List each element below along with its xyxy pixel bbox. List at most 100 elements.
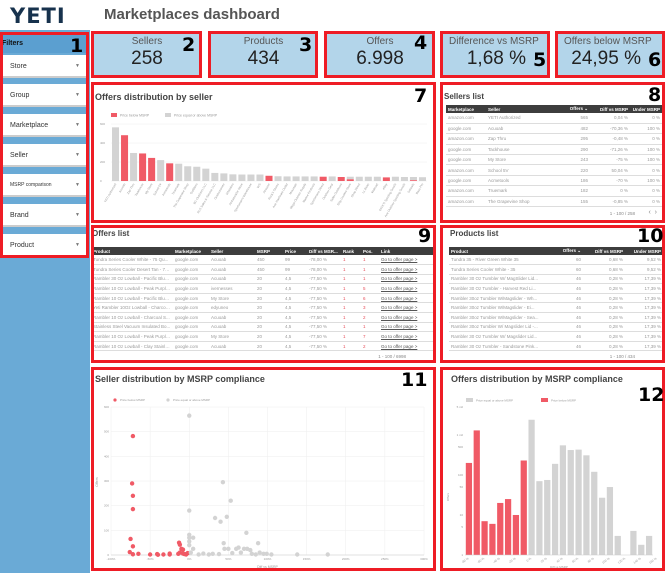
table-row[interactable]: Stainless Steel Vacuum Insulated Bo... go… (91, 322, 433, 333)
offer-link[interactable]: Go to offer page > (379, 283, 433, 294)
bar-above-msrp (130, 152, 138, 181)
column-header[interactable]: Pos. (361, 247, 379, 255)
filter-dropdown-store[interactable]: Store ▼ (2, 55, 86, 78)
offer-link[interactable]: Go to offer page > (379, 312, 433, 323)
table-cell: 295 (558, 133, 590, 145)
table-row[interactable]: Tundra Series Cooler White - 35 60 0,68 % 9… (449, 264, 663, 275)
x-tick-label: 60 % (571, 556, 579, 563)
table-cell: 1 (341, 283, 361, 294)
column-header[interactable]: MSRP (255, 247, 283, 255)
column-header[interactable]: Diff vs MSRP (583, 247, 625, 255)
filter-dropdown-brand[interactable]: Brand ▼ (2, 204, 86, 227)
x-tick-label: 50% (225, 557, 231, 561)
y-tick-label: 500 (104, 430, 109, 434)
offer-link[interactable]: Go to offer page > (379, 322, 433, 333)
table-cell: 155 (558, 196, 590, 208)
table-cell: Tundra Series Cooler White - 35 (449, 264, 553, 275)
column-header[interactable]: Product (91, 247, 173, 255)
annotation-number: 10 (637, 225, 664, 247)
column-header[interactable]: Seller (486, 105, 558, 113)
x-tick-label: 0% (187, 557, 192, 561)
column-header[interactable]: Under MSRP (630, 105, 662, 113)
offer-link[interactable]: Go to offer page > (379, 302, 433, 314)
legend-label: Price below MSRP (120, 398, 145, 402)
offer-link[interactable]: Go to offer page > (379, 293, 433, 304)
table-row[interactable]: Rambler 30oz Tumbler W/ Magslider Lid -.… (449, 322, 663, 333)
table-row[interactable]: Rambler 10 Oz Lowball - Clay Stainless..… (91, 341, 433, 352)
x-tick-label: -60 % (476, 556, 485, 564)
table-row[interactable]: Yeti Rambler 10Oz Lowball - Charcoal... g… (91, 302, 433, 314)
bar-above-msrp (283, 176, 291, 181)
column-header[interactable]: Price (283, 247, 307, 255)
table-cell: YETI Authorized (486, 113, 558, 124)
table-row[interactable]: Tundra Series Cooler White - 75 Qu... goo… (91, 255, 433, 266)
table-cell: My Store (209, 331, 255, 342)
table-row[interactable]: Rambler 10 Oz Lowball - Pacific Blue ...… (91, 293, 433, 304)
filter-dropdown-msrp-comparison[interactable]: MSRP comparison ▼ (2, 174, 86, 197)
filter-dropdown-seller[interactable]: Seller ▼ (2, 144, 86, 167)
column-header[interactable]: Link (379, 247, 433, 255)
x-tick-label: 140 % (633, 556, 643, 564)
offer-link[interactable]: Go to offer page > (379, 264, 433, 275)
table-cell: 46 (553, 312, 583, 323)
chart-title: Seller distribution by MSRP compliance (95, 374, 265, 384)
table-row[interactable]: Rambler 30 Oz Tumbler W/ Magslider Lid..… (449, 331, 663, 342)
table-row[interactable]: amazon.com The Grapevine Shop 155 -0,85 % 0 … (446, 196, 662, 208)
table-row[interactable]: Rambler 10 Oz Lowball - Peak Purple ... g… (91, 331, 433, 342)
table-cell: Rambler 30oz Tumbler W/Magslider - Ei... (449, 302, 553, 314)
kpi-label: Sellers (131, 36, 163, 47)
table-row[interactable]: Rambler 30oz Tumbler W/Magslider - Sea..… (449, 312, 663, 323)
column-header[interactable]: Diff vs MSRP (590, 105, 630, 113)
table-row[interactable]: amazon.com School 5V 220 50,04 % 0 % (446, 164, 662, 176)
table-cell: School 5V (486, 164, 558, 176)
bar-below-msrp (382, 177, 390, 181)
filter-dropdown-marketplace[interactable]: Marketplace ▼ (2, 114, 86, 137)
filter-dropdown-product[interactable]: Product ▼ (2, 234, 86, 257)
bar-above-msrp (544, 479, 551, 555)
column-header[interactable]: Offers ⌄ (558, 105, 590, 113)
table-row[interactable]: google.com Acmetools 186 -70 % 100 % (446, 175, 662, 187)
column-header[interactable]: Diff vs MSR... (307, 247, 341, 255)
table-row[interactable]: Rambler 30 Oz Lowball - Pacific Blue ...… (91, 274, 433, 285)
table-row[interactable]: Rambler 30oz Tumbler W/Magslider - Ei...… (449, 302, 663, 314)
x-tick-label: -50% (147, 557, 154, 561)
offer-link[interactable]: Go to offer page > (379, 274, 433, 285)
table-row[interactable]: amazon.com YETI Authorized 565 0,04 % 0 % (446, 113, 662, 124)
column-header[interactable]: Seller (209, 247, 255, 255)
table-row[interactable]: google.com Tackhouse 290 -71,26 % 100 % (446, 144, 662, 156)
table-row[interactable]: Tundra 35 - River Green White 35 60 0,68 %… (449, 255, 663, 266)
column-header[interactable]: Marketplace (173, 247, 209, 255)
column-header[interactable]: Rank (341, 247, 361, 255)
table-row[interactable]: Rambler 30 Oz Tumbler - Harvest Red Li..… (449, 283, 663, 294)
column-header[interactable]: Offers ⌄ (553, 247, 583, 255)
offer-link[interactable]: Go to offer page > (379, 255, 433, 266)
table-cell: google.com (173, 331, 209, 342)
table-cell: 1 (341, 322, 361, 333)
table-row[interactable]: Rambler 10 Oz Lowball - Peak Purple ... g… (91, 283, 433, 294)
column-header[interactable]: Marketplace (446, 105, 486, 113)
x-tick-label: Mountain (288, 182, 298, 195)
bar-above-msrp (364, 176, 372, 181)
table-row[interactable]: Tundra Series Cooler Desert Tan - 75... g… (91, 264, 433, 275)
column-header[interactable]: Product (449, 247, 553, 255)
table-row[interactable]: Rambler 30oz Tumbler W/Magslider - Wh...… (449, 293, 663, 304)
table-row[interactable]: amazon.com Truemark 182 0 % 0 % (446, 185, 662, 197)
table-row[interactable]: Rambler 30 Oz Tumbler W/ MagSlider Lid..… (449, 274, 663, 285)
x-tick-label: 120 % (617, 556, 627, 564)
y-tick-label: 5 mil (457, 405, 464, 409)
table-row[interactable]: Rambler 10 Oz Lowball - Charcoal S... goo… (91, 312, 433, 323)
table-row[interactable]: google.com My Store 243 -75 % 100 % (446, 154, 662, 166)
point-below-msrp (136, 551, 141, 556)
column-header[interactable]: Under MSRP (625, 247, 663, 255)
table-row[interactable]: amazon.com Zap Thru 295 -0,48 % 0 % (446, 133, 662, 145)
offer-link[interactable]: Go to offer page > (379, 341, 433, 352)
pagination-arrows[interactable]: ‹ › (648, 209, 657, 216)
table-row[interactable]: Rambler 30 Oz Tumbler - Sandstone Pink..… (449, 341, 663, 352)
table-row[interactable]: google.com Acuoab 482 -70,36 % 100 % (446, 123, 662, 135)
x-tick-label: LL Bean (361, 182, 370, 194)
x-tick-label: -100% (107, 557, 116, 561)
filter-dropdown-group[interactable]: Group ▼ (2, 84, 86, 107)
bar-above-msrp (247, 174, 255, 181)
offer-link[interactable]: Go to offer page > (379, 331, 433, 342)
offers-by-seller-chart: Offers distribution by seller Price belo… (91, 82, 436, 223)
